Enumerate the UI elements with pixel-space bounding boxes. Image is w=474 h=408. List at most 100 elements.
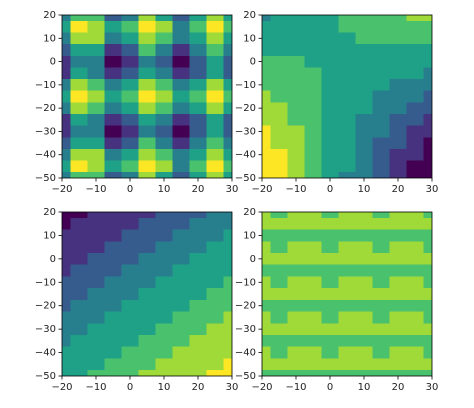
- contour-cell: [372, 212, 390, 219]
- axes-frame: [261, 14, 433, 179]
- contour-cell: [355, 160, 373, 173]
- contour-cell: [304, 15, 322, 22]
- contour-cell: [338, 172, 356, 178]
- contour-cell: [287, 32, 305, 45]
- contour-cell: [372, 172, 390, 178]
- contour-cell: [406, 323, 424, 336]
- contour-cell: [206, 288, 224, 301]
- x-tick-label: 20: [392, 184, 405, 195]
- contour-cell: [304, 241, 322, 254]
- contour-cell: [104, 15, 122, 22]
- contour-cell: [287, 90, 305, 103]
- contour-cell: [223, 370, 232, 376]
- contour-cell: [70, 32, 88, 45]
- contour-fill: [262, 212, 432, 376]
- contour-cell: [262, 370, 271, 376]
- y-tick-label: 0: [250, 57, 256, 68]
- contour-cell: [138, 346, 156, 359]
- contour-cell: [189, 299, 207, 313]
- contour-cell: [104, 212, 122, 219]
- contour-cell: [62, 20, 71, 33]
- contour-cell: [406, 276, 424, 289]
- contour-cell: [70, 299, 88, 313]
- contour-cell: [406, 44, 424, 57]
- contour-cell: [287, 253, 305, 266]
- contour-cell: [287, 299, 305, 313]
- contour-cell: [87, 264, 105, 277]
- contour-cell: [270, 172, 288, 178]
- contour-cell: [287, 229, 305, 242]
- contour-cell: [62, 160, 71, 173]
- contour-cell: [62, 358, 71, 371]
- y-tick-label: −40: [35, 348, 56, 359]
- contour-cell: [389, 125, 407, 138]
- contour-cell: [338, 90, 356, 103]
- contour-cell: [138, 67, 156, 80]
- contour-cell: [287, 67, 305, 80]
- contour-cell: [423, 113, 432, 127]
- y-tick-label: 0: [50, 254, 56, 265]
- contour-cell: [262, 323, 271, 336]
- contour-cell: [423, 358, 432, 371]
- contour-cell: [262, 276, 271, 289]
- contour-cell: [406, 229, 424, 242]
- contour-cell: [389, 358, 407, 371]
- contour-cell: [355, 276, 373, 289]
- contour-cell: [372, 67, 390, 80]
- contour-cell: [372, 311, 390, 324]
- contour-cell: [270, 212, 288, 219]
- contour-cell: [321, 299, 339, 313]
- contour-cell: [189, 253, 207, 266]
- contour-cell: [189, 55, 207, 68]
- contour-cell: [287, 44, 305, 57]
- contour-cell: [121, 241, 139, 254]
- contour-cell: [262, 299, 271, 313]
- contour-cell: [70, 172, 88, 178]
- contour-cell: [223, 217, 232, 231]
- contour-cell: [172, 276, 190, 289]
- contour-cell: [223, 125, 232, 138]
- y-tick-label: −20: [35, 301, 56, 312]
- contour-cell: [189, 311, 207, 324]
- y-tick-label: 10: [43, 230, 56, 241]
- contour-cell: [389, 55, 407, 68]
- contour-cell: [321, 79, 339, 92]
- contour-cell: [121, 44, 139, 57]
- contour-cell: [206, 229, 224, 242]
- contour-cell: [62, 253, 71, 266]
- contour-cell: [338, 125, 356, 138]
- contour-cell: [104, 299, 122, 313]
- contour-cell: [389, 137, 407, 150]
- contour-cell: [262, 148, 271, 162]
- y-tick-label: −40: [235, 348, 256, 359]
- contour-cell: [104, 102, 122, 115]
- x-tick-label: 30: [426, 184, 439, 195]
- contour-cell: [270, 113, 288, 127]
- contour-cell: [321, 148, 339, 162]
- contour-cell: [155, 299, 173, 313]
- contour-cell: [338, 15, 356, 22]
- contour-cell: [262, 20, 271, 33]
- contour-cell: [406, 20, 424, 33]
- contour-cell: [206, 67, 224, 80]
- contour-cell: [206, 299, 224, 313]
- contour-cell: [223, 148, 232, 162]
- contour-cell: [189, 288, 207, 301]
- y-tick-label: −50: [235, 173, 256, 184]
- contour-cell: [270, 253, 288, 266]
- contour-cell: [389, 217, 407, 231]
- contour-cell: [262, 241, 271, 254]
- contour-cell: [104, 370, 122, 376]
- contour-cell: [223, 276, 232, 289]
- contour-cell: [223, 137, 232, 150]
- contour-cell: [172, 67, 190, 80]
- contour-cell: [223, 299, 232, 313]
- contour-cell: [262, 102, 271, 115]
- contour-cell: [372, 264, 390, 277]
- contour-cell: [338, 67, 356, 80]
- contour-cell: [104, 288, 122, 301]
- contour-cell: [304, 276, 322, 289]
- contour-cell: [223, 32, 232, 45]
- contour-cell: [321, 264, 339, 277]
- contour-cell: [70, 102, 88, 115]
